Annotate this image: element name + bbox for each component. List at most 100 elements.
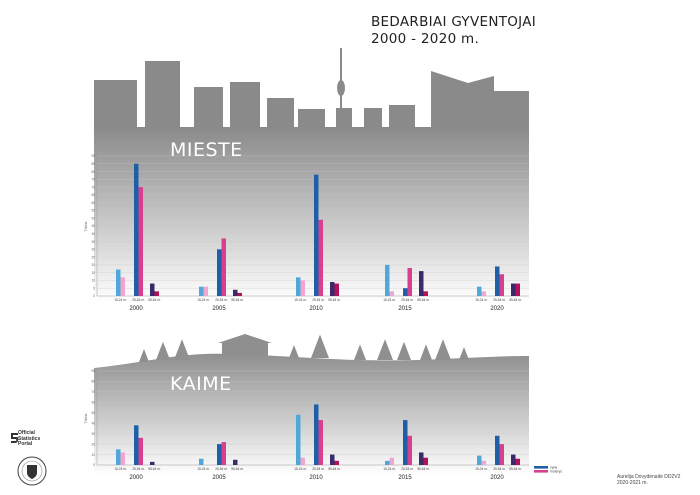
year-label-2010: 2010 [309,306,323,312]
bar-moterys-2020-0 [481,460,486,465]
chart-kaime: 0 10 20 30 40 50 60 70 80 90 Tūkst. 15-24 m. 25-54 m… [83,369,562,481]
age-group-label: 25-54 m. [493,298,506,302]
bar-vyrai-2005-0 [199,286,204,296]
section-label-kaime: KAIME [170,373,232,395]
logo-text-line-1: Official [18,430,35,436]
age-group-label: 55-64 m. [148,467,161,471]
bar-vyrai-2020-0 [477,286,482,296]
title-line-2: 2000 - 2020 m. [371,31,480,47]
tree-icon [139,349,149,362]
bar-moterys-2000-2 [154,291,159,296]
bar-moterys-2000-1 [138,187,143,296]
bar-moterys-2000-1 [138,437,143,465]
bar-moterys-2005-0 [203,286,208,296]
bar-vyrai-2020-1 [495,266,500,296]
age-group-label: 15-24 m. [197,467,210,471]
bar-moterys-2010-2 [334,460,339,465]
age-group-label: 55-64 m. [148,298,161,302]
age-group-label: 25-54 m. [401,298,414,302]
bar-moterys-2020-2 [515,283,520,296]
bar-moterys-2005-1 [221,238,226,296]
author-name: Aurelija Dovydėnaitė DD2V2 [617,474,681,480]
bar-vyrai-2000-0 [116,449,121,465]
bar-moterys-2000-0 [120,452,125,465]
y-tick-label: 70 [91,390,95,394]
bar-vyrai-2010-2 [330,454,335,465]
bar-moterys-2020-1 [499,444,504,465]
age-group-label: 15-24 m. [114,298,127,302]
chart-mieste: 0 5 10 15 20 25 30 35 40 45 50 55 60 65 70 75 80 85 90 Tūks… [83,154,529,312]
bar-vyrai-2005-1 [217,444,222,465]
title-line-1: BEDARBIAI GYVENTOJAI [371,14,537,30]
bar-vyrai-2005-2 [233,459,238,465]
bar-vyrai-2020-2 [511,454,516,465]
y-tick-label: 90 [91,369,95,373]
bar-vyrai-2015-2 [419,271,424,296]
y-tick-label: 60 [91,201,95,205]
y-tick-label: 90 [91,154,95,158]
tree-icon [420,344,432,360]
tree-icon [354,344,366,360]
bar-moterys-2015-0 [389,291,394,296]
y-tick-label: 10 [91,453,95,457]
y-tick-label: 80 [91,170,95,174]
age-group-label: 55-64 m. [231,467,244,471]
year-label-2005: 2005 [212,475,226,481]
bar-vyrai-2005-0 [199,458,204,465]
y-tick-label: 35 [91,240,95,244]
bar-vyrai-2005-2 [233,289,238,296]
age-group-label: 25-54 m. [401,467,414,471]
bar-moterys-2020-0 [481,291,486,296]
statistics-portal-logo-icon [11,433,19,443]
age-group-label: 25-54 m. [493,467,506,471]
y-tick-label: 30 [91,248,95,252]
y-tick-label: 40 [91,232,95,236]
logo-text-line-3: Portal [18,441,33,447]
y-axis-label: Tūkst. [83,221,88,232]
city-skyline [94,48,529,302]
bar-moterys-2010-0 [300,280,305,296]
age-group-label: 15-24 m. [114,467,127,471]
bar-vyrai-2020-1 [495,435,500,465]
bar-vyrai-2020-0 [477,455,482,465]
bar-vyrai-2010-0 [296,277,301,296]
year-label-2000: 2000 [129,306,143,312]
bar-vyrai-2000-2 [150,283,155,296]
bar-moterys-2020-1 [499,274,504,296]
y-tick-label: 10 [91,279,95,283]
bar-moterys-2005-2 [237,292,242,296]
y-tick-label: 30 [91,432,95,436]
bar-moterys-2010-2 [334,283,339,296]
bar-moterys-2015-2 [423,457,428,465]
y-tick-label: 50 [91,411,95,415]
bar-vyrai-2020-2 [511,283,516,296]
y-tick-label: 70 [91,185,95,189]
bar-moterys-2020-2 [515,458,520,465]
countryside-landscape [94,334,529,475]
tree-icon [377,339,393,360]
bar-moterys-2015-0 [389,457,394,465]
y-tick-label: 20 [91,442,95,446]
bar-vyrai-2005-1 [217,249,222,296]
bar-vyrai-2010-0 [296,414,301,465]
age-group-label: 55-64 m. [417,467,430,471]
bar-vyrai-2015-1 [403,420,408,465]
tree-icon [289,345,299,358]
tree-icon [397,341,411,360]
bar-vyrai-2015-0 [385,460,390,465]
age-group-label: 55-64 m. [509,467,522,471]
bar-moterys-2015-2 [423,291,428,296]
year-label-2020: 2020 [490,306,504,312]
year-label-2000: 2000 [129,475,143,481]
bar-moterys-2000-0 [120,277,125,296]
y-tick-label: 40 [91,421,95,425]
age-group-label: 15-24 m. [383,298,396,302]
page-title: BEDARBIAI GYVENTOJAI 2000 - 2020 m. [371,14,536,48]
y-tick-label: 65 [91,193,95,197]
age-group-label: 55-64 m. [417,298,430,302]
age-group-label: 55-64 m. [328,467,341,471]
tree-icon [156,341,170,360]
age-group-label: 15-24 m. [197,298,210,302]
tree-icon [435,339,451,360]
